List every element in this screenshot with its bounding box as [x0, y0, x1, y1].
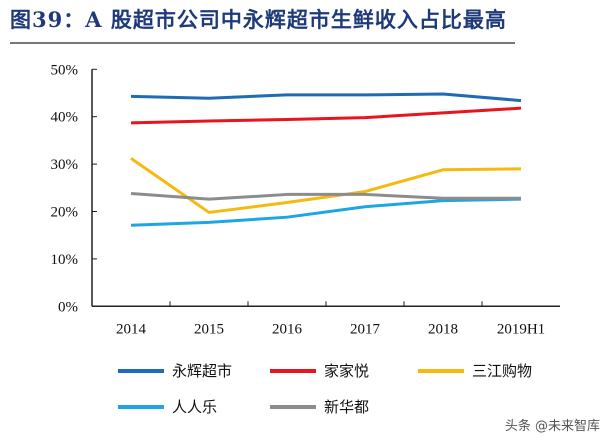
legend-swatch — [418, 368, 464, 373]
y-tick-label: 30% — [51, 157, 79, 173]
legend-label: 永辉超市 — [172, 362, 233, 380]
legend-label: 家家悦 — [324, 362, 370, 380]
legend-swatch — [118, 404, 164, 409]
chart-title: 图39：A 股超市公司中永辉超市生鲜收入占比最高 — [10, 7, 507, 32]
series-line-4 — [130, 191, 521, 201]
legend-item: 新华都 — [270, 396, 369, 417]
watermark: 头条 @未来智库 — [504, 419, 600, 434]
y-tick-label: 40% — [51, 110, 79, 126]
legend-item: 家家悦 — [270, 360, 369, 381]
series-line-3 — [130, 197, 522, 227]
y-tick-label: 50% — [51, 62, 79, 78]
legend-item: 人人乐 — [118, 396, 217, 417]
legend-swatch — [270, 404, 316, 409]
y-tick-label: 10% — [51, 252, 79, 268]
x-tick-label: 2016 — [272, 321, 303, 337]
title-divider — [10, 42, 515, 44]
legend-label: 新华都 — [324, 398, 370, 416]
x-tick-label: 2014 — [116, 321, 147, 337]
legend-swatch — [270, 368, 316, 373]
x-tick-label: 2017 — [350, 321, 381, 337]
x-tick-label: 2019H1 — [497, 321, 545, 337]
y-tick-label: 20% — [51, 205, 79, 221]
legend-label: 人人乐 — [172, 398, 218, 416]
legend-item: 永辉超市 — [118, 360, 232, 381]
series-line-0 — [130, 92, 522, 103]
series-line-1 — [130, 106, 522, 125]
x-tick-label: 2015 — [194, 321, 224, 337]
legend-label: 三江购物 — [472, 362, 533, 380]
series-line-2 — [130, 157, 522, 214]
y-tick-label: 0% — [58, 299, 78, 315]
line-chart: 0% 10% 20% 30% 40% 50% 2014 2015 2016 2017 2018 201… — [51, 62, 560, 337]
legend-swatch — [118, 368, 164, 373]
legend-item: 三江购物 — [418, 360, 532, 381]
x-tick-label: 2018 — [428, 321, 458, 337]
